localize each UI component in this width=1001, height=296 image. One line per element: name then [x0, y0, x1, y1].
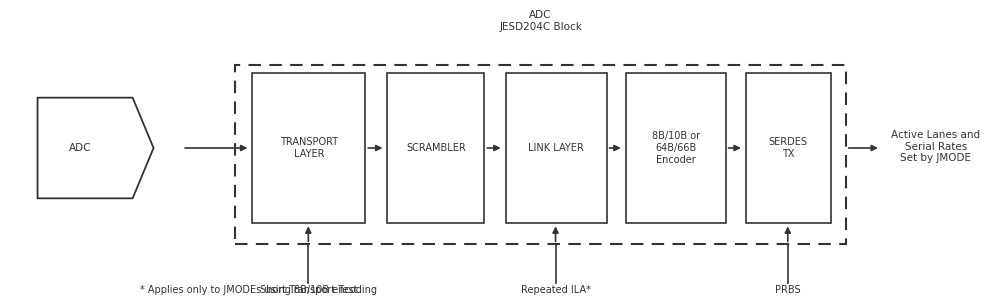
Text: Short Transport Test
Long Transport Test
Octet Ramp: Short Transport Test Long Transport Test…	[259, 285, 357, 296]
Bar	[626, 73, 726, 223]
Text: Active Lanes and
Serial Rates
Set by JMODE: Active Lanes and Serial Rates Set by JMO…	[891, 130, 981, 163]
Text: Repeated ILA*
Modified RPAT*
K28.5*
D21.5: Repeated ILA* Modified RPAT* K28.5* D21.…	[519, 285, 593, 296]
Text: SERDES
TX: SERDES TX	[769, 137, 808, 159]
Text: TRANSPORT
LAYER: TRANSPORT LAYER	[279, 137, 338, 159]
Text: LINK LAYER: LINK LAYER	[529, 143, 584, 153]
Bar	[746, 73, 831, 223]
Text: ADC
JESD204C Block: ADC JESD204C Block	[499, 10, 582, 32]
Bar	[387, 73, 484, 223]
Bar	[506, 73, 607, 223]
Bar	[235, 65, 846, 244]
Text: * Applies only to JMODEs using 8B/10B encoding: * Applies only to JMODEs using 8B/10B en…	[140, 284, 377, 295]
Text: SCRAMBLER: SCRAMBLER	[406, 143, 465, 153]
Bar	[252, 73, 365, 223]
Text: PRBS
Clock Pattern
Serial Outputs High/Low: PRBS Clock Pattern Serial Outputs High/L…	[729, 285, 847, 296]
Text: ADC: ADC	[69, 143, 91, 153]
Polygon shape	[38, 98, 153, 198]
Text: 8B/10B or
64B/66B
Encoder: 8B/10B or 64B/66B Encoder	[652, 131, 700, 165]
